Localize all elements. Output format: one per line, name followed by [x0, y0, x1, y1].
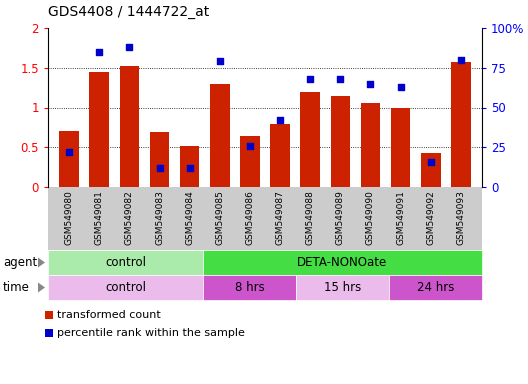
- Text: GDS4408 / 1444722_at: GDS4408 / 1444722_at: [48, 5, 209, 19]
- Bar: [451, 62, 470, 187]
- Bar: [421, 153, 440, 187]
- Point: [366, 81, 375, 87]
- Bar: [210, 84, 230, 187]
- Bar: [270, 124, 290, 187]
- Bar: [180, 146, 200, 187]
- Text: 15 hrs: 15 hrs: [324, 281, 361, 294]
- Text: time: time: [3, 281, 30, 294]
- Point: [125, 44, 134, 50]
- Bar: [391, 108, 410, 187]
- Point: [397, 84, 405, 90]
- Text: 8 hrs: 8 hrs: [234, 281, 265, 294]
- Bar: [331, 96, 350, 187]
- Point: [427, 159, 435, 165]
- Bar: [119, 66, 139, 187]
- Point: [185, 165, 194, 171]
- Text: 24 hrs: 24 hrs: [417, 281, 454, 294]
- Point: [306, 76, 315, 82]
- Text: control: control: [105, 256, 146, 269]
- Point: [95, 49, 103, 55]
- Point: [65, 149, 73, 155]
- Bar: [240, 136, 260, 187]
- Point: [457, 57, 465, 63]
- Text: agent: agent: [3, 256, 37, 269]
- Point: [276, 117, 284, 123]
- Bar: [361, 103, 380, 187]
- Bar: [89, 72, 109, 187]
- Bar: [150, 132, 169, 187]
- Text: percentile rank within the sample: percentile rank within the sample: [57, 328, 245, 338]
- Bar: [59, 131, 79, 187]
- Point: [336, 76, 345, 82]
- Text: control: control: [105, 281, 146, 294]
- Point: [246, 142, 254, 149]
- Bar: [300, 93, 320, 187]
- Text: transformed count: transformed count: [57, 310, 161, 320]
- Point: [215, 58, 224, 65]
- Text: DETA-NONOate: DETA-NONOate: [297, 256, 388, 269]
- Point: [155, 165, 164, 171]
